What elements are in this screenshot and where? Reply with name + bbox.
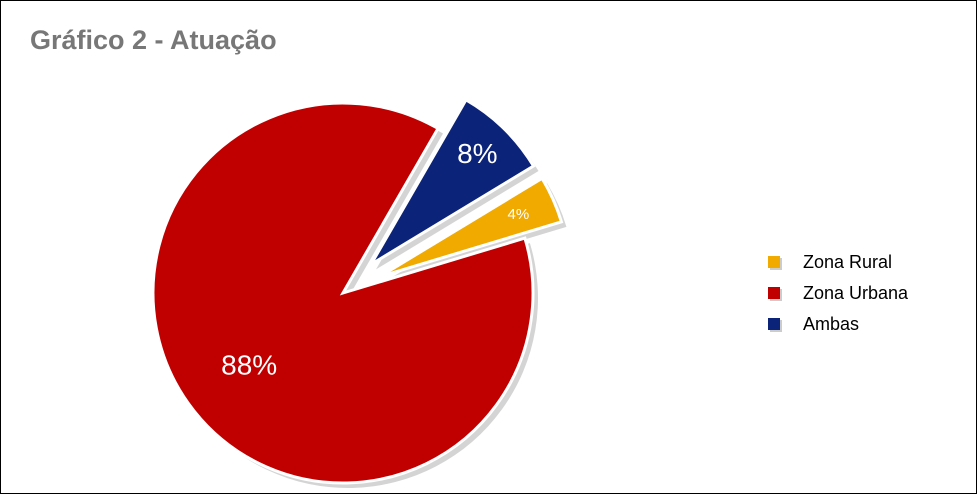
legend-swatch: [768, 256, 780, 268]
slice: [378, 176, 564, 279]
legend-swatch: [768, 318, 780, 330]
chart-title: Gráfico 2 - Atuação: [30, 25, 277, 55]
slice: [369, 97, 536, 266]
data-label: 4%: [508, 206, 530, 223]
data-label: 8%: [457, 138, 497, 169]
legend-label: Zona Rural: [803, 252, 892, 272]
slice: [151, 101, 535, 485]
legend-swatch: [768, 287, 780, 299]
legend-label: Ambas: [803, 314, 859, 334]
data-label: 88%: [221, 350, 277, 381]
legend-label: Zona Urbana: [803, 283, 909, 303]
pie: 4% 88% 8%: [151, 97, 567, 488]
legend: Zona Rural Zona Urbana Ambas: [768, 252, 909, 334]
